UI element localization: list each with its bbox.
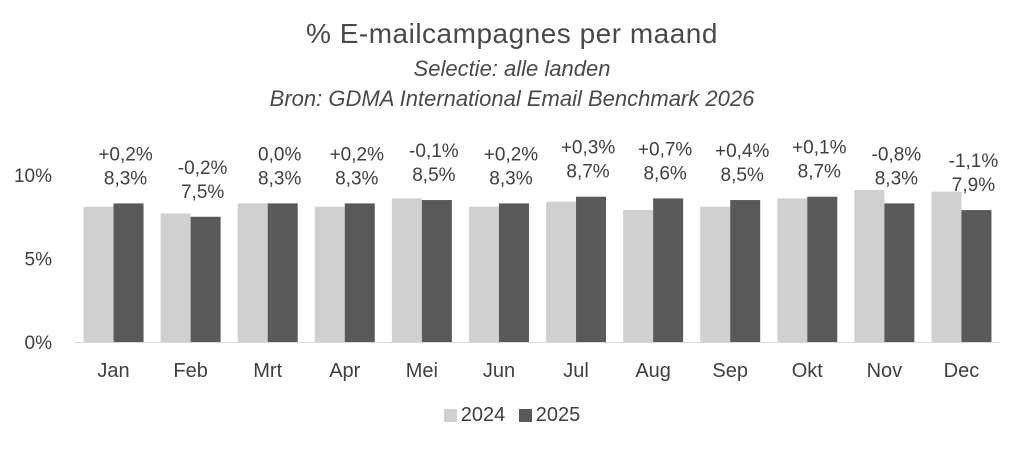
x-tick-label: Mrt: [253, 360, 282, 382]
bar-2024-dec: [931, 191, 962, 342]
bar-2024-nov: [854, 190, 885, 342]
x-tick-label: Jan: [97, 360, 129, 382]
data-label-value: 8,3%: [104, 168, 147, 189]
data-label-change: +0,7%: [638, 139, 693, 160]
bar-2025-jul: [576, 196, 607, 342]
y-tick-label: 10%: [14, 166, 52, 187]
data-label-value: 8,5%: [721, 165, 764, 186]
x-tick-label: Nov: [867, 360, 903, 382]
data-label-value: 8,7%: [798, 162, 841, 183]
x-tick-label: Feb: [173, 360, 207, 382]
bar-2024-jul: [546, 201, 577, 342]
bar-2025-dec: [961, 210, 992, 342]
bar-2025-okt: [807, 196, 838, 342]
data-label-change: +0,2%: [330, 144, 385, 165]
data-label-change: +0,2%: [98, 144, 153, 165]
data-label-value: 8,7%: [566, 162, 609, 183]
y-tick-label: 5%: [25, 250, 53, 271]
data-label-value: 8,3%: [258, 168, 301, 189]
x-tick-label: Sep: [712, 360, 748, 382]
bar-2025-jan: [113, 203, 144, 342]
x-tick-label: Apr: [329, 360, 360, 382]
data-label-value: 8,3%: [489, 168, 532, 189]
legend-item-2024: 2024: [443, 404, 506, 427]
data-label-change: -0,1%: [409, 141, 459, 162]
bar-2025-jun: [498, 203, 529, 342]
bar-2025-feb: [190, 216, 221, 342]
data-label-value: 8,3%: [335, 168, 378, 189]
x-tick-label: Aug: [635, 360, 671, 382]
bar-2025-mei: [421, 200, 452, 342]
data-label-value: 8,5%: [412, 165, 455, 186]
data-label-change: 0,0%: [258, 144, 301, 165]
x-tick-label: Mei: [406, 360, 438, 382]
bar-2024-feb: [160, 213, 191, 342]
legend: 2024 2025: [0, 404, 1024, 428]
bar-2025-nov: [884, 203, 915, 342]
bar-2025-apr: [344, 203, 375, 342]
bar-chart: 0% 5% 10% Jan 8,3% +0,2% Feb 7,5% -0,2% Mrt 8,3% 0,…: [14, 138, 1000, 382]
bar-2024-jun: [468, 206, 499, 342]
data-label-change: -0,8%: [872, 144, 922, 165]
legend-swatch-2024: [443, 409, 457, 422]
data-label-value: 8,3%: [875, 168, 918, 189]
data-label-change: -0,2%: [178, 158, 228, 179]
bar-2024-apr: [314, 206, 345, 342]
legend-item-2025: 2025: [518, 404, 581, 427]
data-label-change: +0,2%: [484, 144, 539, 165]
legend-label-2025: 2025: [535, 404, 581, 426]
chart-source: Bron: GDMA International Email Benchmark…: [269, 86, 755, 111]
chart-title: % E-mailcampagnes per maand: [306, 18, 718, 49]
x-tick-label: Okt: [792, 360, 824, 382]
x-tick-label: Jul: [563, 360, 589, 382]
data-label-change: +0,1%: [792, 138, 847, 159]
bar-2024-aug: [623, 210, 654, 342]
data-label-change: +0,4%: [715, 141, 770, 162]
data-label-value: 7,9%: [952, 175, 995, 196]
data-label-change: +0,3%: [561, 138, 616, 159]
legend-swatch-2025: [518, 409, 532, 422]
chart-subtitle: Selectie: alle landen: [413, 56, 611, 81]
bar-2024-okt: [777, 198, 808, 342]
bar-2024-sep: [700, 206, 731, 342]
bar-2024-jan: [83, 206, 114, 342]
bar-2025-sep: [730, 200, 761, 342]
x-tick-label: Jun: [483, 360, 515, 382]
data-label-change: -1,1%: [949, 151, 999, 172]
x-tick-label: Dec: [944, 360, 980, 382]
bar-2025-aug: [653, 198, 684, 342]
data-label-value: 7,5%: [181, 182, 224, 203]
y-tick-label: 0%: [25, 333, 53, 354]
legend-label-2024: 2024: [460, 404, 506, 426]
data-label-value: 8,6%: [643, 163, 686, 184]
bar-2025-mrt: [267, 203, 298, 342]
bar-2024-mrt: [237, 203, 268, 342]
bar-2024-mei: [391, 198, 422, 342]
